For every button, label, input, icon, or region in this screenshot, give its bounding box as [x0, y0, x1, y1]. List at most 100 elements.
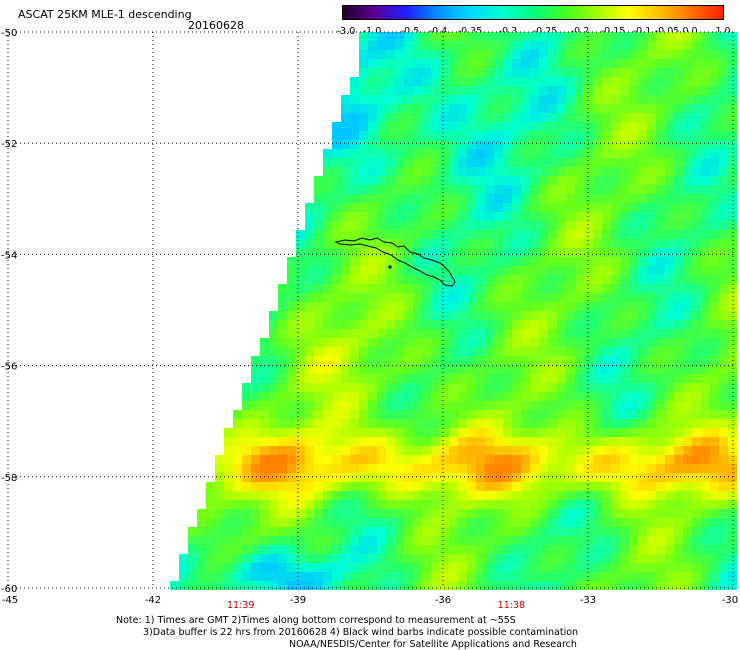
swath-cell — [278, 473, 287, 482]
swath-cell — [539, 104, 548, 113]
swath-cell — [314, 482, 323, 491]
swath-cell — [557, 347, 566, 356]
swath-cell — [584, 293, 593, 302]
swath-cell — [575, 581, 584, 590]
swath-cell — [539, 284, 548, 293]
swath-cell — [719, 149, 728, 158]
swath-cell — [584, 77, 593, 86]
swath-cell — [368, 410, 377, 419]
swath-cell — [458, 536, 467, 545]
swath-cell — [377, 338, 386, 347]
swath-cell — [386, 185, 395, 194]
swath-cell — [674, 149, 683, 158]
swath-cell — [260, 581, 269, 590]
swath-cell — [611, 563, 620, 572]
swath-cell — [386, 113, 395, 122]
swath-cell — [548, 302, 557, 311]
swath-cell — [449, 455, 458, 464]
swath-cell — [638, 329, 647, 338]
swath-cell — [494, 221, 503, 230]
swath-cell — [233, 446, 242, 455]
swath-cell — [575, 311, 584, 320]
swath-cell — [314, 491, 323, 500]
swath-cell — [485, 32, 494, 41]
swath-cell — [179, 581, 188, 590]
swath-cell — [377, 203, 386, 212]
swath-cell — [476, 419, 485, 428]
swath-cell — [584, 338, 593, 347]
swath-cell — [476, 491, 485, 500]
swath-cell — [602, 167, 611, 176]
swath-cell — [323, 203, 332, 212]
swath-cell — [566, 518, 575, 527]
swath-cell — [386, 302, 395, 311]
swath-cell — [602, 356, 611, 365]
swath-cell — [503, 392, 512, 401]
swath-cell — [413, 320, 422, 329]
swath-cell — [332, 473, 341, 482]
swath-cell — [611, 455, 620, 464]
swath-cell — [260, 545, 269, 554]
swath-cell — [404, 149, 413, 158]
swath-cell — [485, 311, 494, 320]
swath-cell — [422, 104, 431, 113]
swath-cell — [629, 41, 638, 50]
swath-cell — [224, 446, 233, 455]
swath-cell — [458, 428, 467, 437]
swath-cell — [494, 311, 503, 320]
swath-cell — [449, 392, 458, 401]
swath-cell — [341, 284, 350, 293]
swath-cell — [611, 572, 620, 581]
swath-cell — [566, 338, 575, 347]
swath-cell — [611, 95, 620, 104]
swath-cell — [656, 482, 665, 491]
swath-cell — [395, 122, 404, 131]
swath-cell — [395, 113, 404, 122]
swath-cell — [431, 563, 440, 572]
swath-cell — [692, 518, 701, 527]
swath-cell — [719, 59, 728, 68]
swath-cell — [404, 356, 413, 365]
swath-cell — [602, 581, 611, 590]
swath-cell — [341, 536, 350, 545]
swath-cell — [521, 230, 530, 239]
swath-cell — [602, 41, 611, 50]
swath-cell — [728, 113, 737, 122]
swath-cell — [701, 239, 710, 248]
swath-cell — [413, 86, 422, 95]
swath-cell — [422, 518, 431, 527]
swath-cell — [638, 59, 647, 68]
swath-cell — [710, 365, 719, 374]
swath-cell — [539, 239, 548, 248]
swath-cell — [566, 419, 575, 428]
swath-cell — [485, 428, 494, 437]
swath-cell — [314, 437, 323, 446]
swath-cell — [665, 554, 674, 563]
swath-cell — [566, 158, 575, 167]
swath-cell — [368, 122, 377, 131]
swath-cell — [332, 266, 341, 275]
swath-cell — [512, 194, 521, 203]
swath-cell — [548, 491, 557, 500]
swath-cell — [620, 419, 629, 428]
swath-cell — [467, 113, 476, 122]
swath-cell — [395, 32, 404, 41]
swath-cell — [377, 194, 386, 203]
swath-cell — [674, 446, 683, 455]
swath-cell — [656, 581, 665, 590]
swath-cell — [575, 230, 584, 239]
swath-cell — [602, 500, 611, 509]
swath-cell — [503, 104, 512, 113]
swath-cell — [692, 419, 701, 428]
swath-cell — [692, 104, 701, 113]
swath-cell — [566, 275, 575, 284]
swath-cell — [440, 428, 449, 437]
swath-cell — [350, 401, 359, 410]
swath-cell — [719, 293, 728, 302]
swath-cell — [674, 221, 683, 230]
swath-cell — [584, 491, 593, 500]
swath-cell — [665, 374, 674, 383]
swath-cell — [557, 122, 566, 131]
swath-cell — [674, 59, 683, 68]
swath-cell — [620, 374, 629, 383]
